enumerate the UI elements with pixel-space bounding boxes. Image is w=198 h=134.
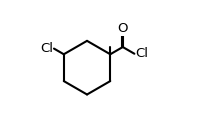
Text: Cl: Cl: [40, 42, 53, 55]
Text: O: O: [118, 22, 128, 35]
Text: Cl: Cl: [135, 47, 148, 60]
